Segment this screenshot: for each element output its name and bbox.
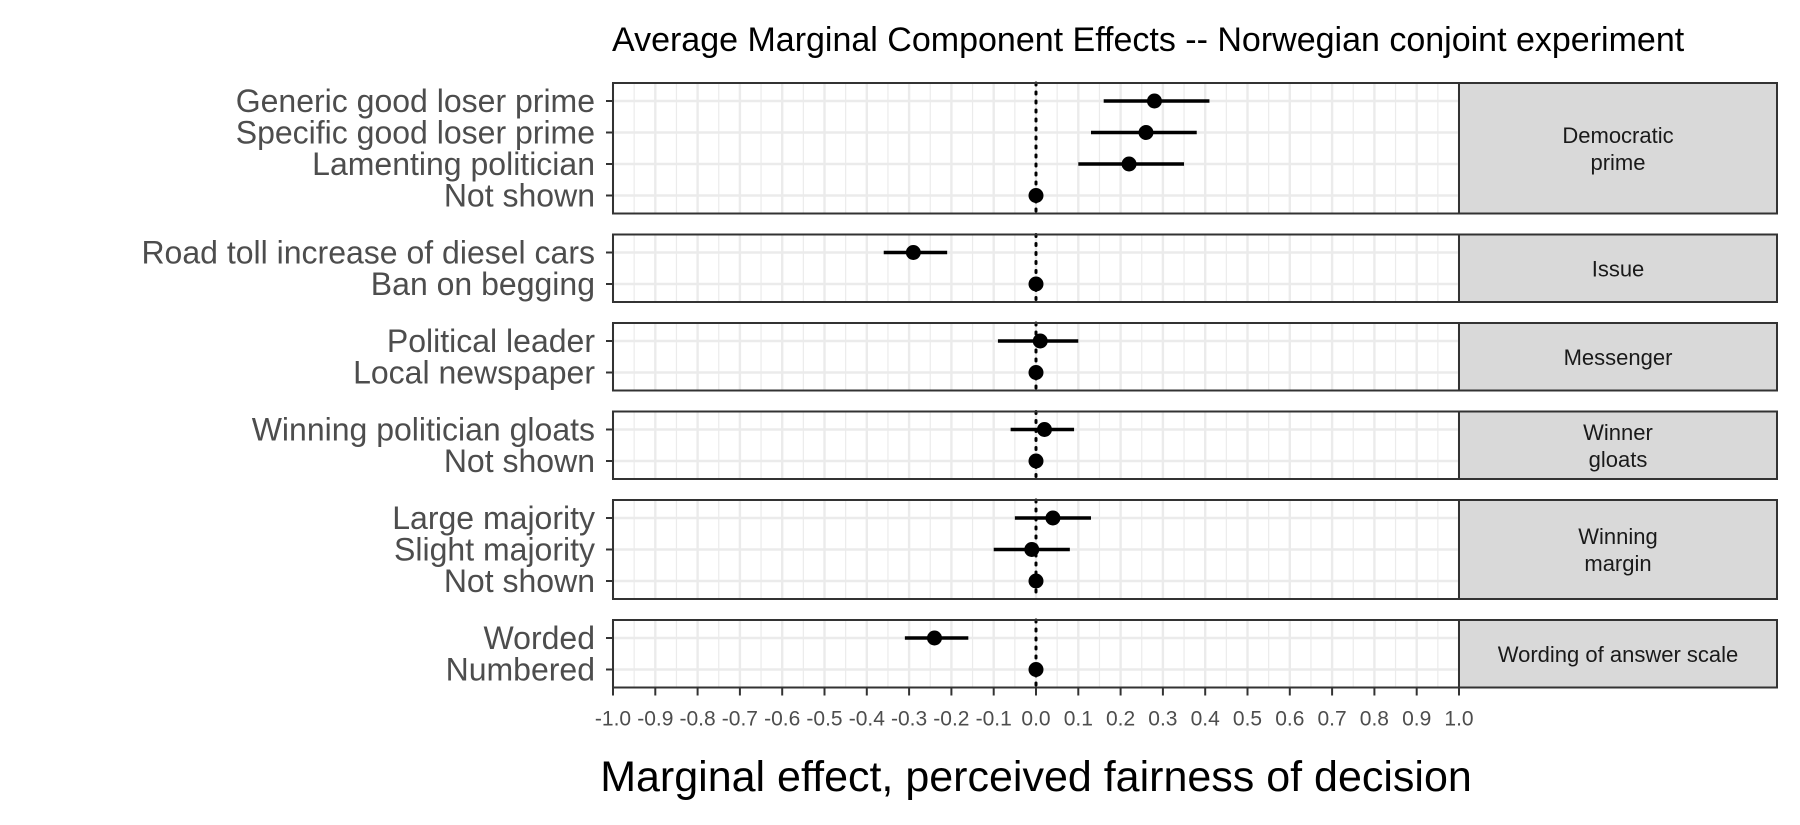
x-axis-title: Marginal effect, perceived fairness of d… [600, 753, 1472, 801]
x-tick-label: 0.5 [1233, 708, 1262, 731]
row-label: Not shown [444, 178, 595, 214]
facet-strip-label: Wording of answer scale [1498, 642, 1739, 667]
row-label: Winning politician gloats [252, 412, 595, 448]
x-axis: -1.0 -0.9 -0.8 -0.7 -0.6 -0.5 -0.4 -0.3 -0.2 -0.1… [595, 687, 1474, 731]
x-tick-label: 0.4 [1191, 708, 1221, 731]
x-tick-label: 0.7 [1317, 708, 1346, 731]
estimate-point [1028, 188, 1044, 203]
row-label: Generic good loser prime [236, 83, 595, 119]
facet-strip-label: Democratic [1562, 123, 1673, 148]
estimate-point [1028, 365, 1044, 380]
facet-strip-label: prime [1590, 150, 1645, 175]
x-tick-label: -0.3 [891, 708, 927, 731]
facet-strip [1458, 82, 1778, 215]
row-label: Not shown [444, 563, 595, 599]
facet-strip [1458, 233, 1778, 303]
row-label: Road toll increase of diesel cars [141, 235, 595, 271]
row-label: Ban on begging [371, 266, 595, 302]
estimate-point [926, 630, 942, 646]
row-label: Specific good loser prime [236, 115, 595, 151]
x-tick-label: 1.0 [1444, 708, 1473, 731]
facet-strip-label: Winner [1583, 420, 1653, 445]
estimate-point [905, 245, 921, 260]
x-tick-label: -0.2 [933, 708, 969, 731]
row-label: Numbered [446, 652, 595, 688]
estimate-point [1045, 510, 1061, 526]
facet-strip-label: margin [1584, 551, 1651, 576]
row-label: Lamenting politician [312, 146, 595, 182]
facet-strip [1458, 410, 1778, 480]
row-label: Worded [484, 620, 595, 656]
estimate-point [1028, 453, 1044, 469]
x-tick-label: -0.8 [680, 708, 716, 731]
estimate-point [1036, 422, 1052, 437]
x-tick-label: 0.1 [1064, 708, 1093, 731]
x-tick-label: 0.3 [1148, 708, 1177, 731]
estimate-point [1028, 573, 1044, 589]
estimate-point [1028, 276, 1044, 292]
row-label: Slight majority [394, 532, 595, 568]
facet-strip [1458, 322, 1778, 392]
facet-strip [1458, 619, 1778, 689]
estimate-point [1024, 542, 1040, 557]
x-tick-label: 0.9 [1402, 708, 1431, 731]
x-tick-label: -0.1 [976, 708, 1012, 731]
chart-title: Average Marginal Component Effects -- No… [612, 21, 1685, 59]
row-label: Not shown [444, 443, 595, 479]
estimate-point [1146, 93, 1162, 109]
x-tick-label: -1.0 [595, 708, 631, 731]
x-tick-label: -0.5 [806, 708, 842, 731]
facet-strip-label: gloats [1589, 447, 1648, 472]
row-label: Local newspaper [353, 355, 595, 391]
x-tick-label: -0.7 [722, 708, 758, 731]
x-tick-label: -0.6 [764, 708, 800, 731]
x-tick-label: 0.2 [1106, 708, 1135, 731]
facet-strip [1458, 499, 1778, 600]
facet-strip-label: Winning [1578, 524, 1657, 549]
estimate-point [1121, 156, 1137, 172]
facet-strip-label: Issue [1592, 256, 1645, 281]
estimate-point [1138, 125, 1154, 140]
x-tick-label: -0.4 [849, 708, 886, 731]
row-label: Political leader [387, 323, 595, 359]
estimate-point [1032, 333, 1048, 349]
x-tick-label: 0.0 [1021, 708, 1050, 731]
x-tick-label: -0.9 [637, 708, 673, 731]
x-tick-label: 0.6 [1275, 708, 1304, 731]
x-tick-label: 0.8 [1360, 708, 1389, 731]
estimate-point [1028, 662, 1044, 677]
facet-strip-label: Messenger [1564, 345, 1673, 370]
row-label: Large majority [392, 500, 595, 536]
